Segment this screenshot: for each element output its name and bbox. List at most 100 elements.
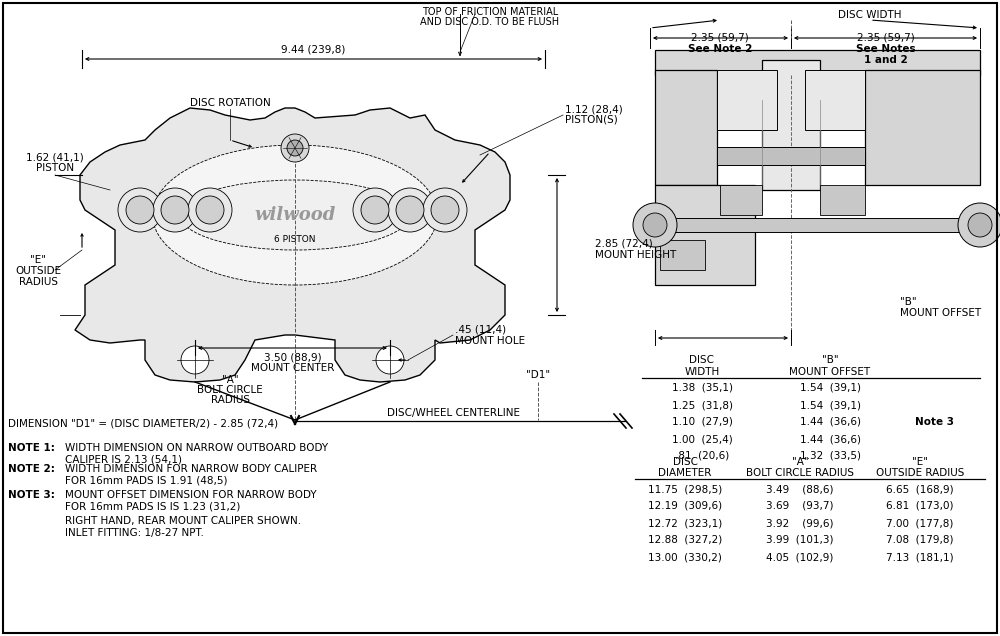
Text: NOTE 2:: NOTE 2: [8, 464, 55, 474]
Text: 6.65  (168,9): 6.65 (168,9) [886, 484, 954, 494]
Text: 1.54  (39,1): 1.54 (39,1) [800, 400, 860, 410]
Text: 1 and 2: 1 and 2 [864, 55, 908, 65]
Circle shape [388, 188, 432, 232]
Ellipse shape [180, 180, 410, 250]
Text: 12.72  (323,1): 12.72 (323,1) [648, 518, 722, 528]
Text: MOUNT OFFSET: MOUNT OFFSET [789, 367, 871, 377]
Text: 2.85 (72,4): 2.85 (72,4) [595, 239, 653, 249]
Circle shape [353, 188, 397, 232]
Text: 9.44 (239,8): 9.44 (239,8) [281, 44, 345, 54]
Text: See Note 2: See Note 2 [688, 44, 752, 54]
Text: "E": "E" [30, 255, 46, 265]
Text: 3.50 (88,9): 3.50 (88,9) [264, 353, 322, 363]
Text: 1.00  (25,4): 1.00 (25,4) [672, 434, 732, 444]
Text: 1.10  (27,9): 1.10 (27,9) [672, 417, 732, 427]
Text: 7.00  (177,8): 7.00 (177,8) [886, 518, 954, 528]
Circle shape [361, 196, 389, 224]
Text: 4.05  (102,9): 4.05 (102,9) [766, 552, 834, 562]
Text: MOUNT HEIGHT: MOUNT HEIGHT [595, 250, 676, 260]
Bar [660, 240, 705, 270]
Text: MOUNT OFFSET DIMENSION FOR NARROW BODY
FOR 16mm PADS IS IS 1.23 (31,2): MOUNT OFFSET DIMENSION FOR NARROW BODY F… [65, 490, 317, 511]
Text: MOUNT OFFSET: MOUNT OFFSET [900, 308, 981, 318]
Text: See Notes: See Notes [856, 44, 916, 54]
Bar [717, 70, 777, 130]
Text: 1.62 (41,1): 1.62 (41,1) [26, 152, 84, 162]
Text: "D1": "D1" [526, 370, 550, 380]
Text: 12.19  (309,6): 12.19 (309,6) [648, 501, 722, 511]
Text: OUTSIDE: OUTSIDE [15, 266, 61, 276]
Circle shape [161, 196, 189, 224]
Text: 2.35 (59,7): 2.35 (59,7) [691, 33, 749, 43]
Bar [655, 70, 717, 185]
Text: TOP OF FRICTION MATERIAL: TOP OF FRICTION MATERIAL [422, 7, 558, 17]
Circle shape [126, 196, 154, 224]
Text: PISTON(S): PISTON(S) [565, 115, 618, 125]
Bar [720, 185, 762, 215]
Text: DISC: DISC [672, 457, 698, 467]
Text: DISC/WHEEL CENTERLINE: DISC/WHEEL CENTERLINE [387, 408, 520, 418]
Text: RADIUS: RADIUS [210, 395, 250, 405]
Circle shape [633, 203, 677, 247]
Text: "B": "B" [822, 355, 838, 365]
Circle shape [281, 134, 309, 162]
Text: 2.35 (59,7): 2.35 (59,7) [857, 33, 915, 43]
Text: 3.92    (99,6): 3.92 (99,6) [766, 518, 834, 528]
Circle shape [118, 188, 162, 232]
Bar [717, 147, 865, 165]
Bar [655, 185, 755, 285]
Text: WIDTH DIMENSION ON NARROW OUTBOARD BODY
CALIPER IS 2.13 (54,1): WIDTH DIMENSION ON NARROW OUTBOARD BODY … [65, 443, 328, 465]
Text: "E": "E" [912, 457, 928, 467]
Text: BOLT CIRCLE RADIUS: BOLT CIRCLE RADIUS [746, 468, 854, 478]
Text: .45 (11,4): .45 (11,4) [455, 325, 506, 335]
Text: 1.32  (33,5): 1.32 (33,5) [800, 451, 860, 461]
Text: NOTE 3:: NOTE 3: [8, 490, 55, 500]
Text: RIGHT HAND, REAR MOUNT CALIPER SHOWN.
INLET FITTING: 1/8-27 NPT.: RIGHT HAND, REAR MOUNT CALIPER SHOWN. IN… [65, 516, 301, 537]
Circle shape [376, 346, 404, 374]
Text: DISC: DISC [690, 355, 714, 365]
Text: .81  (20,6): .81 (20,6) [675, 451, 729, 461]
Circle shape [396, 196, 424, 224]
Bar [805, 70, 865, 130]
Circle shape [196, 196, 224, 224]
Text: 12.88  (327,2): 12.88 (327,2) [648, 535, 722, 545]
Text: 1.44  (36,6): 1.44 (36,6) [800, 417, 860, 427]
Text: WIDTH DIMENSION FOR NARROW BODY CALIPER
FOR 16mm PADS IS 1.91 (48,5): WIDTH DIMENSION FOR NARROW BODY CALIPER … [65, 464, 317, 486]
Ellipse shape [152, 145, 438, 285]
Text: DISC WIDTH: DISC WIDTH [838, 10, 902, 20]
Text: RADIUS: RADIUS [18, 277, 58, 287]
Circle shape [423, 188, 467, 232]
Circle shape [968, 213, 992, 237]
Circle shape [287, 140, 303, 156]
Text: 3.49    (88,6): 3.49 (88,6) [766, 484, 834, 494]
Text: 3.99  (101,3): 3.99 (101,3) [766, 535, 834, 545]
Text: 7.08  (179,8): 7.08 (179,8) [886, 535, 954, 545]
Circle shape [153, 188, 197, 232]
Text: NOTE 1:: NOTE 1: [8, 443, 55, 453]
Text: DIAMETER: DIAMETER [658, 468, 712, 478]
Text: 11.75  (298,5): 11.75 (298,5) [648, 484, 722, 494]
Text: 6.81  (173,0): 6.81 (173,0) [886, 501, 954, 511]
Text: OUTSIDE RADIUS: OUTSIDE RADIUS [876, 468, 964, 478]
Text: DIMENSION "D1" = (DISC DIAMETER/2) - 2.85 (72,4): DIMENSION "D1" = (DISC DIAMETER/2) - 2.8… [8, 419, 278, 429]
Circle shape [188, 188, 232, 232]
Polygon shape [75, 108, 510, 382]
Circle shape [181, 346, 209, 374]
Bar [820, 185, 865, 215]
Bar [655, 50, 980, 75]
Text: 1.54  (39,1): 1.54 (39,1) [800, 383, 860, 393]
Text: 1.38  (35,1): 1.38 (35,1) [672, 383, 732, 393]
Text: MOUNT HOLE: MOUNT HOLE [455, 336, 525, 346]
Text: 3.69    (93,7): 3.69 (93,7) [766, 501, 834, 511]
Text: 7.13  (181,1): 7.13 (181,1) [886, 552, 954, 562]
Circle shape [643, 213, 667, 237]
Bar [640, 218, 985, 232]
Text: DISC ROTATION: DISC ROTATION [190, 98, 270, 108]
Text: "A": "A" [792, 457, 808, 467]
Text: PISTON: PISTON [36, 163, 74, 173]
Text: MOUNT CENTER: MOUNT CENTER [251, 363, 335, 373]
Bar [762, 60, 820, 190]
Text: 1.44  (36,6): 1.44 (36,6) [800, 434, 860, 444]
Text: 13.00  (330,2): 13.00 (330,2) [648, 552, 722, 562]
Text: 1.25  (31,8): 1.25 (31,8) [672, 400, 732, 410]
Text: 6 PISTON: 6 PISTON [274, 235, 316, 244]
